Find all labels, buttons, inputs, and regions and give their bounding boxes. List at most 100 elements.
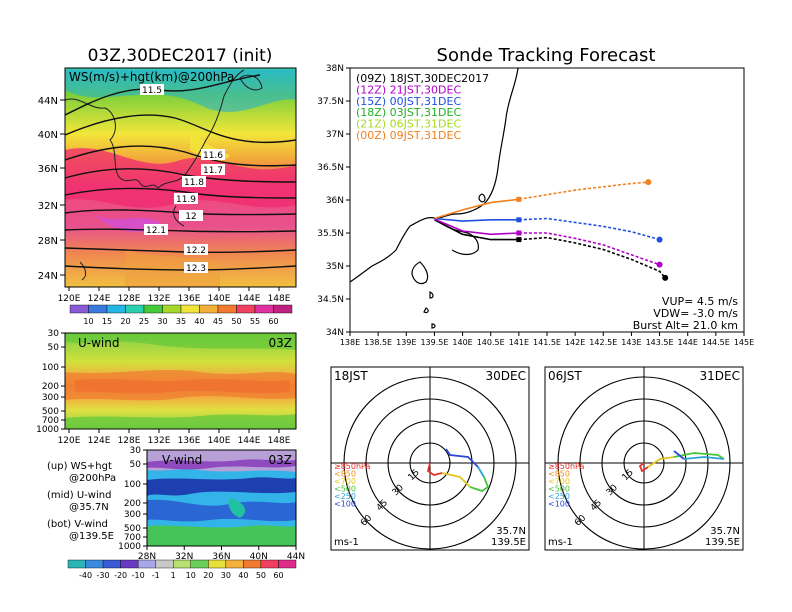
- bottom-colorbar-tick-label: 20: [203, 571, 213, 580]
- contour-label-bg: [140, 84, 164, 95]
- map-lat-tick-label: 36N: [38, 164, 58, 175]
- vwind-x-label: 40N: [250, 552, 268, 562]
- panel-legend-line2: @35.7N: [69, 502, 109, 513]
- map-lat-tick-label: 32N: [38, 201, 58, 212]
- map-lon-tick-label: 124E: [88, 294, 111, 304]
- track-lon-label: 143.5E: [646, 338, 674, 347]
- track-end-point: [645, 179, 652, 186]
- track-line-solid: [434, 219, 519, 241]
- bottom-colorbar-swatch: [85, 559, 104, 569]
- uwind-x-ticks: 120E 124E 128E 132E 136E 140E 144E 148E: [58, 429, 291, 446]
- vwind-y-label: 100: [124, 480, 141, 490]
- hodograph-time: 18JST: [334, 369, 368, 383]
- bottom-colorbar-tick-label: 30: [221, 571, 231, 580]
- left-title: 03Z,30DEC2017 (init): [88, 46, 273, 66]
- bottom-colorbar-swatch: [208, 559, 227, 569]
- colorbar-tick-label: 10: [83, 317, 93, 326]
- uwind-x-tick-label: 148E: [268, 436, 291, 446]
- track-lon-label: 144.5E: [702, 338, 730, 347]
- colorbar-swatch: [180, 304, 200, 314]
- colorbar-tick-label: 50: [231, 317, 241, 326]
- contour-label-bg: [144, 224, 168, 235]
- right-title: Sonde Tracking Forecast: [437, 45, 656, 66]
- bottom-colorbar-tick-label: 1: [171, 571, 176, 580]
- track-line-dashed: [518, 236, 666, 279]
- pressure-legend-entry: <100: [548, 500, 570, 509]
- colorbar-swatch: [273, 304, 293, 314]
- uwind-x-tick-label: 124E: [88, 436, 111, 446]
- ws-map-label: WS(m/s)+hgt(km)@200hPa: [69, 70, 234, 84]
- hodograph-lon: 139.5E: [705, 537, 740, 548]
- colorbar-swatch: [254, 304, 274, 314]
- contour-label: 12.3: [186, 264, 206, 274]
- uwind-label: U-wind: [78, 336, 119, 350]
- contour-label: 11.7: [203, 166, 223, 176]
- track-lat-label: 35N: [326, 262, 344, 272]
- track-marker-square: [516, 230, 522, 236]
- info-burst: Burst Alt= 21.0 km: [633, 319, 738, 332]
- track-lon-label: 145E: [734, 338, 754, 347]
- uwind-x-tick-label: 132E: [148, 436, 171, 446]
- track-lat-label: 34.5N: [317, 295, 344, 305]
- panel-legend-line1: (up) WS+hgt: [47, 461, 112, 472]
- uwind-x-tick-label: 144E: [238, 436, 261, 446]
- bottom-colorbar-swatch: [67, 559, 86, 569]
- colorbar-tick-label: 45: [213, 317, 223, 326]
- hodograph-trace: [673, 450, 685, 460]
- hodograph-time: 06JST: [548, 369, 582, 383]
- hodograph-trace: [647, 456, 675, 468]
- bottom-colorbar-tick-label: -1: [152, 571, 160, 580]
- bottom-colorbar-swatch: [137, 559, 156, 569]
- uwind-y-label: 500: [42, 407, 59, 417]
- track-legend-entry: (15Z) 00JST,31DEC: [356, 95, 461, 108]
- info-vdw: VDW= -3.0 m/s: [653, 307, 738, 320]
- uwind-y-label: 700: [42, 416, 59, 426]
- track-lon-label: 141E: [509, 338, 529, 347]
- track-marker-square: [516, 237, 522, 243]
- contour-label-bg: [201, 164, 225, 175]
- colorbar-swatch: [199, 304, 219, 314]
- track-lon-label: 143E: [621, 338, 641, 347]
- contour-label: 12: [185, 212, 196, 222]
- vwind-x-label: 44N: [287, 552, 305, 562]
- colorbar-tick-label: 40: [194, 317, 204, 326]
- bottom-colorbar-tick-label: 60: [273, 571, 283, 580]
- vwind-x-label: 28N: [138, 552, 156, 562]
- hodograph-unit: ms-1: [548, 537, 573, 548]
- track-legend-entry: (21Z) 06JST,31DEC: [356, 118, 461, 131]
- track-line-solid: [434, 218, 519, 236]
- track-line-dashed: [518, 217, 660, 241]
- track-lon-label: 142E: [565, 338, 585, 347]
- pressure-legend-entry: <500: [548, 485, 570, 494]
- track-end-point: [656, 261, 663, 268]
- pressure-legend-entry: <700: [548, 477, 570, 486]
- uwind-y-label: 50: [48, 343, 60, 353]
- track-lon-label: 141.5E: [533, 338, 561, 347]
- vwind-x-label: 36N: [212, 552, 230, 562]
- map-lon-tick-label: 132E: [148, 294, 171, 304]
- ws-map-panel: [65, 68, 296, 287]
- bottom-colorbar-swatch: [225, 559, 244, 569]
- map-lat-tick-label: 28N: [38, 236, 58, 247]
- bottom-colorbar-tick-label: -20: [114, 571, 127, 580]
- track-series-group: [434, 179, 669, 281]
- colorbar-tick-label: 35: [176, 317, 186, 326]
- vwind-y-label: 300: [124, 510, 141, 520]
- bottom-colorbar-swatch: [102, 559, 121, 569]
- panel-legend-line1: (bot) V-wind: [47, 519, 108, 530]
- bottom-colorbar-tick-label: -40: [79, 571, 92, 580]
- contour-label-bg: [201, 149, 225, 160]
- uwind-panel: [65, 333, 296, 429]
- bottom-colorbar-swatch: [243, 559, 262, 569]
- map-lat-tick-label: 24N: [38, 271, 58, 282]
- bottom-colorbar-swatch: [278, 559, 297, 569]
- uwind-y-label: 200: [42, 382, 59, 392]
- hodograph-trace: [441, 472, 471, 488]
- pressure-legend-entry: <100: [334, 500, 356, 509]
- vwind-y-label: 50: [130, 460, 142, 470]
- colorbar-tick-label: 20: [120, 317, 130, 326]
- pressure-legend-entry: <850: [334, 470, 356, 479]
- track-line-solid: [434, 217, 519, 222]
